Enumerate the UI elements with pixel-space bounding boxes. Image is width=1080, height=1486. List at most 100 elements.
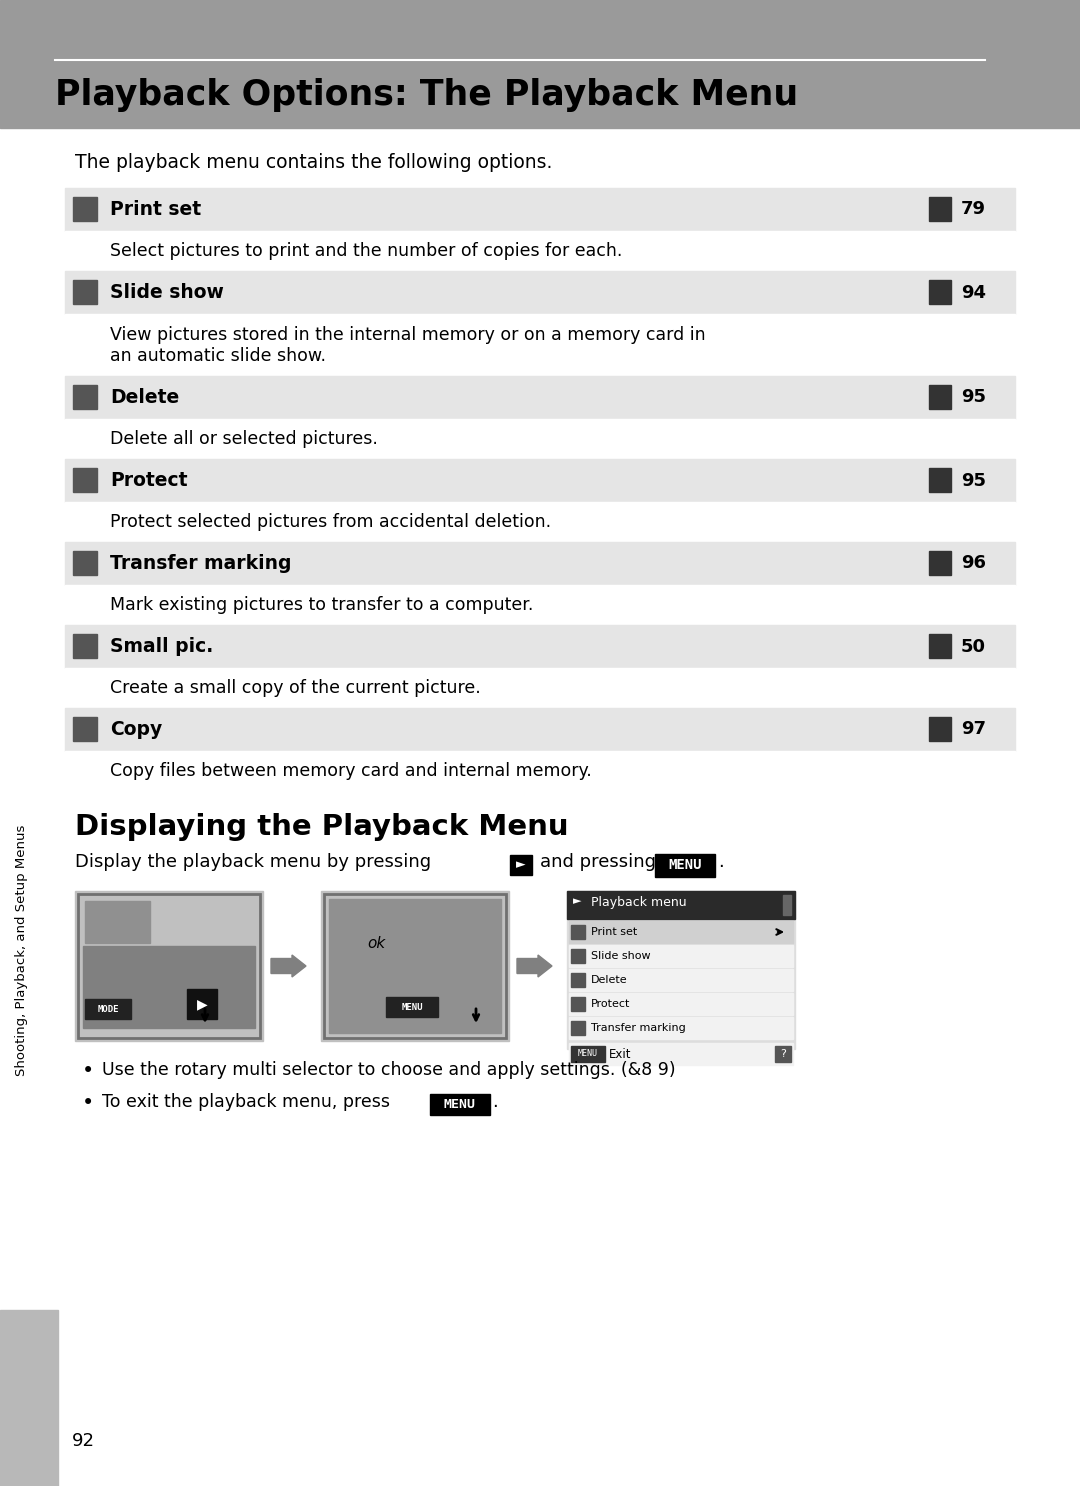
Bar: [65, 502, 1015, 542]
Bar: [569, 1043, 793, 1065]
Text: ?: ?: [780, 1049, 786, 1060]
FancyArrow shape: [517, 955, 552, 976]
Text: 95: 95: [961, 471, 986, 489]
Bar: [65, 376, 1015, 419]
Bar: [73, 718, 97, 742]
Bar: [0, 0, 1080, 128]
Bar: [65, 585, 1015, 626]
Text: •: •: [82, 1061, 94, 1080]
Bar: [567, 892, 795, 1049]
Text: View pictures stored in the internal memory or on a memory card in: View pictures stored in the internal mem…: [110, 325, 705, 343]
Text: 97: 97: [961, 721, 986, 739]
Bar: [775, 1046, 791, 1062]
Bar: [569, 1016, 793, 1039]
Bar: [78, 895, 260, 1039]
Bar: [929, 468, 951, 492]
Bar: [324, 895, 507, 1039]
Bar: [571, 950, 585, 963]
Bar: [73, 551, 97, 575]
Text: Delete all or selected pictures.: Delete all or selected pictures.: [110, 429, 378, 447]
Text: Use the rotary multi selector to choose and apply settings. (&8 9): Use the rotary multi selector to choose …: [102, 1061, 676, 1079]
Bar: [73, 468, 97, 492]
Bar: [65, 270, 1015, 314]
Text: .: .: [492, 1094, 498, 1112]
Text: an automatic slide show.: an automatic slide show.: [110, 348, 326, 366]
Text: Transfer marking: Transfer marking: [591, 1022, 686, 1033]
Bar: [569, 921, 793, 944]
Text: MENU: MENU: [578, 1049, 598, 1058]
Text: ►: ►: [516, 859, 526, 871]
Text: Protect selected pictures from accidental deletion.: Protect selected pictures from accidenta…: [110, 513, 551, 531]
Text: •: •: [82, 1094, 94, 1113]
Text: Select pictures to print and the number of copies for each.: Select pictures to print and the number …: [110, 242, 622, 260]
Text: Exit: Exit: [609, 1048, 632, 1061]
FancyArrow shape: [271, 955, 306, 976]
Text: Print set: Print set: [591, 927, 637, 938]
Bar: [929, 198, 951, 221]
Text: 92: 92: [72, 1433, 95, 1450]
Text: The playback menu contains the following options.: The playback menu contains the following…: [75, 153, 552, 172]
Bar: [65, 459, 1015, 502]
Bar: [65, 669, 1015, 707]
Text: Protect: Protect: [110, 471, 188, 490]
Bar: [654, 854, 715, 877]
Text: Playback Options: The Playback Menu: Playback Options: The Playback Menu: [55, 77, 798, 111]
Bar: [65, 314, 1015, 376]
Text: 50: 50: [961, 637, 986, 655]
Text: Delete: Delete: [110, 388, 179, 407]
Bar: [571, 1046, 605, 1062]
Text: Print set: Print set: [110, 201, 201, 218]
Bar: [0, 1311, 58, 1486]
Bar: [321, 892, 509, 1042]
Bar: [85, 999, 131, 1019]
Text: and pressing: and pressing: [540, 853, 656, 871]
Text: Slide show: Slide show: [110, 282, 224, 302]
Text: To exit the playback menu, press: To exit the playback menu, press: [102, 1094, 390, 1112]
Bar: [65, 189, 1015, 230]
Bar: [571, 924, 585, 939]
Bar: [75, 892, 264, 1042]
Bar: [65, 542, 1015, 585]
Text: Mark existing pictures to transfer to a computer.: Mark existing pictures to transfer to a …: [110, 596, 534, 614]
Bar: [571, 997, 585, 1010]
Text: Transfer marking: Transfer marking: [110, 554, 292, 574]
Bar: [567, 892, 795, 918]
Text: 96: 96: [961, 554, 986, 572]
Text: Display the playback menu by pressing: Display the playback menu by pressing: [75, 853, 431, 871]
Text: 79: 79: [961, 201, 986, 218]
Bar: [65, 230, 1015, 270]
Bar: [65, 419, 1015, 459]
Bar: [65, 626, 1015, 669]
Text: ok: ok: [367, 936, 386, 951]
Text: .: .: [718, 853, 724, 871]
Bar: [783, 895, 791, 915]
Bar: [73, 635, 97, 658]
Bar: [510, 854, 532, 875]
Text: MENU: MENU: [402, 1003, 422, 1012]
Text: Displaying the Playback Menu: Displaying the Playback Menu: [75, 813, 569, 841]
Bar: [929, 718, 951, 742]
Bar: [929, 635, 951, 658]
Bar: [65, 707, 1015, 750]
Text: ▶: ▶: [197, 997, 207, 1010]
Text: MENU: MENU: [444, 1098, 476, 1112]
Bar: [73, 385, 97, 409]
Text: Copy files between memory card and internal memory.: Copy files between memory card and inter…: [110, 762, 592, 780]
Bar: [329, 899, 501, 1033]
Text: Playback menu: Playback menu: [591, 896, 687, 909]
Bar: [65, 750, 1015, 791]
Bar: [569, 945, 793, 967]
Bar: [571, 1021, 585, 1036]
Text: Protect: Protect: [591, 999, 631, 1009]
Bar: [73, 279, 97, 305]
Bar: [569, 969, 793, 991]
Bar: [929, 279, 951, 305]
Text: 94: 94: [961, 284, 986, 302]
Text: Slide show: Slide show: [591, 951, 650, 961]
Bar: [929, 385, 951, 409]
Bar: [73, 198, 97, 221]
Text: Small pic.: Small pic.: [110, 637, 213, 655]
Text: Delete: Delete: [591, 975, 627, 985]
Bar: [571, 973, 585, 987]
Text: 95: 95: [961, 388, 986, 407]
